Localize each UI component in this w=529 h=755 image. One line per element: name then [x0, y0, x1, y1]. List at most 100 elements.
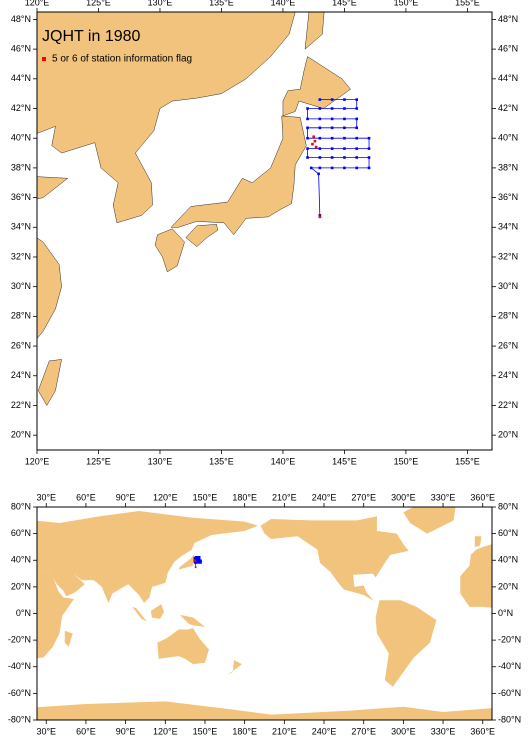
land: [474, 536, 482, 547]
x-tick-label: 120°E: [153, 726, 178, 736]
x-tick-label: 330°E: [431, 492, 456, 502]
station: [318, 147, 322, 150]
x-tick-label: 155°E: [455, 456, 480, 466]
station: [197, 559, 200, 562]
station: [367, 166, 371, 170]
y-tick-label: 40°N: [498, 555, 518, 565]
x-tick-label: 90°E: [116, 492, 136, 502]
y-tick-label: 0°N: [498, 608, 513, 618]
station: [200, 560, 202, 562]
land: [178, 553, 195, 570]
station: [306, 126, 309, 130]
marks: 120°E 120°E 125°E 125°E 130°E 130°E 135°E 135°E…: [8, 0, 521, 736]
flagged-station: [194, 566, 197, 569]
regional-land: [37, 12, 351, 406]
station: [196, 562, 198, 564]
y-tick-label: 42°N: [11, 103, 31, 113]
x-tick-label: 150°E: [193, 492, 218, 502]
station: [355, 126, 359, 130]
station: [330, 107, 334, 110]
land: [154, 228, 185, 273]
x-tick-label: 145°E: [332, 0, 357, 7]
station: [343, 117, 346, 121]
y-tick-label: 36°N: [498, 192, 518, 202]
y-tick-label: 44°N: [11, 73, 31, 83]
y-tick-label: 46°N: [498, 43, 518, 53]
y-tick-label: -80°N: [498, 714, 521, 724]
x-tick-label: 135°E: [209, 456, 234, 466]
x-tick-label: 145°E: [332, 456, 357, 466]
x-tick-label: 360°E: [470, 492, 495, 502]
land: [132, 606, 147, 622]
station: [306, 156, 309, 159]
y-tick-label: 24°N: [498, 370, 518, 380]
station: [196, 555, 198, 558]
station: [318, 156, 322, 159]
y-tick-label: 40°N: [11, 133, 31, 143]
land: [227, 660, 243, 675]
y-tick-label: 80°N: [498, 501, 518, 511]
x-tick-label: 180°E: [232, 726, 257, 736]
y-tick-label: 42°N: [498, 103, 518, 113]
station: [318, 98, 322, 101]
station: [198, 557, 201, 560]
station: [198, 562, 201, 564]
station: [306, 117, 309, 121]
y-tick-label: 48°N: [11, 14, 31, 24]
station: [330, 166, 334, 170]
station: [309, 166, 313, 170]
station: [197, 555, 200, 558]
x-tick-label: 130°E: [148, 0, 173, 7]
station: [196, 559, 198, 562]
x-tick-label: 270°E: [351, 492, 376, 502]
station: [355, 117, 359, 121]
x-tick-label: 125°E: [86, 456, 111, 466]
y-tick-label: 34°N: [498, 222, 518, 232]
station: [318, 126, 322, 130]
station: [330, 136, 334, 140]
y-tick-label: 28°N: [498, 311, 518, 321]
y-tick-label: 26°N: [498, 340, 518, 350]
flagged-station: [313, 139, 317, 143]
y-tick-label: -60°N: [8, 688, 31, 698]
station: [330, 98, 334, 101]
x-tick-label: 240°E: [312, 492, 337, 502]
global-land: [37, 507, 492, 720]
station: [197, 562, 200, 564]
legend-swatch: [42, 57, 46, 61]
y-tick-label: 44°N: [498, 73, 518, 83]
flagged-station: [311, 142, 314, 146]
y-tick-label: 48°N: [498, 14, 518, 24]
land: [37, 176, 69, 200]
flagged-station: [314, 145, 318, 149]
station: [343, 107, 346, 110]
station-track: [307, 99, 370, 216]
station: [197, 557, 200, 560]
land: [460, 544, 492, 608]
y-tick-label: -40°N: [498, 661, 521, 671]
y-tick-label: -20°N: [498, 635, 521, 645]
y-tick-label: -20°N: [8, 635, 31, 645]
station: [198, 559, 201, 562]
y-tick-label: 38°N: [11, 162, 31, 172]
x-tick-label: 30°E: [36, 726, 56, 736]
y-tick-label: -40°N: [8, 661, 31, 671]
y-tick-label: 20°N: [11, 581, 31, 591]
station: [343, 156, 346, 159]
station: [330, 156, 334, 159]
station: [306, 136, 309, 140]
x-tick-label: 180°E: [232, 492, 257, 502]
x-tick-label: 140°E: [271, 456, 296, 466]
station: [330, 126, 334, 130]
flagged-station: [318, 215, 322, 219]
station: [194, 555, 197, 558]
x-tick-label: 130°E: [148, 456, 173, 466]
land: [37, 237, 62, 339]
flagged-station: [312, 135, 315, 139]
x-tick-label: 120°E: [153, 492, 178, 502]
station: [306, 147, 309, 150]
station: [367, 136, 371, 140]
station: [193, 556, 196, 559]
x-tick-label: 300°E: [391, 726, 416, 736]
